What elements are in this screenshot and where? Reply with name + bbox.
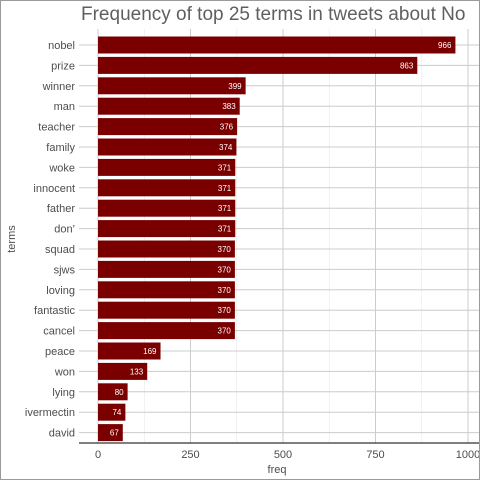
y-tick-label: sjws [54,264,76,276]
bar-13 [98,301,235,319]
bar-value-label: 80 [115,388,124,397]
bar-10 [98,240,235,258]
y-tick-label: loving [46,285,75,297]
bar-value-label: 371 [218,163,232,172]
bar-5 [98,138,237,156]
bar-value-label: 966 [438,41,452,50]
value-labels: 966 863 399 383 376 374 371 371 371 371 370 370 370 3… [110,41,452,438]
y-tick-label: winner [42,81,76,93]
bar-9 [98,220,236,238]
axes: nobel prize winner man teacher family woke inno… [25,40,479,461]
bar-2 [98,77,246,95]
bars [98,36,456,442]
y-tick-label: fantastic [34,305,75,317]
y-tick-label: man [54,101,75,113]
bar-8 [98,199,236,217]
bar-value-label: 133 [130,367,144,376]
bar-4 [98,118,238,136]
bar-16 [98,362,148,380]
y-axis-title: terms [6,225,18,253]
bar-value-label: 74 [112,408,121,417]
bar-value-label: 374 [219,143,233,152]
bar-value-label: 67 [110,429,119,438]
bar-value-label: 370 [218,286,232,295]
bar-11 [98,260,235,278]
y-tick-label: ivermectin [25,407,75,419]
bar-6 [98,158,236,176]
x-tick-label: 750 [366,449,384,461]
bar-19 [98,424,123,442]
bar-value-label: 399 [228,82,242,91]
y-tick-label: teacher [38,122,75,134]
bar-value-label: 370 [218,265,232,274]
y-tick-label: peace [45,346,75,358]
bar-value-label: 370 [218,327,232,336]
y-tick-label: don’ [54,224,75,236]
bar-value-label: 383 [222,102,236,111]
bar-0 [98,36,456,54]
bar-value-label: 169 [143,347,157,356]
bar-value-label: 370 [218,306,232,315]
x-tick-label: 500 [274,449,292,461]
bar-14 [98,322,235,340]
bar-7 [98,179,236,197]
x-tick-label: 0 [95,449,101,461]
y-tick-label: won [54,366,75,378]
y-tick-label: cancel [43,326,75,338]
y-tick-label: david [49,428,75,440]
bar-12 [98,281,235,299]
bar-value-label: 863 [400,61,414,70]
bar-17 [98,383,128,401]
x-tick-label: 250 [181,449,199,461]
y-tick-label: nobel [48,40,75,52]
y-tick-label: squad [45,244,75,256]
bar-18 [98,403,126,421]
bar-value-label: 376 [220,123,234,132]
x-axis-title: freq [268,464,287,476]
bar-value-label: 371 [218,225,232,234]
x-tick-label: 1000 [456,449,479,461]
y-tick-label: family [46,142,75,154]
bar-value-label: 371 [218,184,232,193]
y-tick-label: prize [51,60,75,72]
bar-3 [98,97,240,115]
chart-title: Frequency of top 25 terms in tweets abou… [81,4,466,25]
y-tick-label: lying [52,387,75,399]
bar-15 [98,342,161,360]
y-tick-label: father [47,203,75,215]
bar-value-label: 371 [218,204,232,213]
y-tick-label: woke [48,162,75,174]
bar-value-label: 370 [218,245,232,254]
bar-1 [98,56,418,74]
y-tick-label: innocent [33,183,75,195]
